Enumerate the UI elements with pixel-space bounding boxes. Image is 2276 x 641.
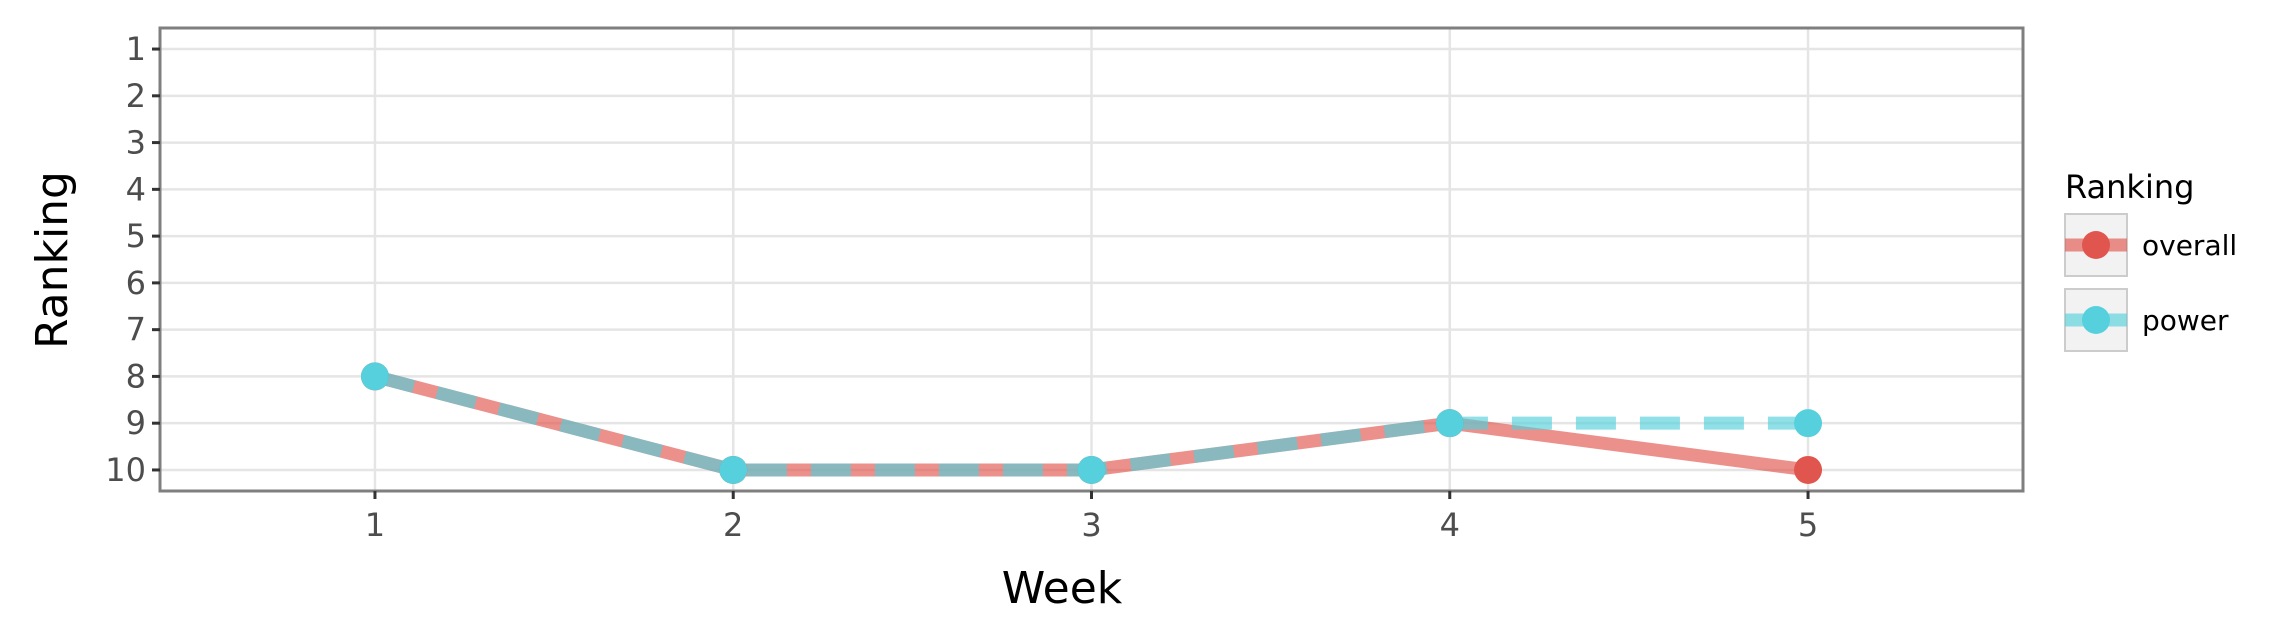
y-tick-label: 5 [126,217,146,255]
x-tick-label: 3 [1081,506,1101,544]
data-point-power [1794,409,1823,438]
y-tick-label: 7 [126,311,146,349]
y-tick-label: 8 [126,357,146,395]
x-tick-label: 5 [1798,506,1818,544]
x-tick-label: 4 [1440,506,1460,544]
y-tick-label: 2 [126,77,146,115]
data-point-power [1077,455,1106,484]
series-points [360,362,1823,484]
x-tick-label: 1 [365,506,385,544]
y-tick-label: 9 [126,404,146,442]
data-point-power [719,455,748,484]
x-axis: 1 2 3 4 5 [365,491,1818,544]
data-point-power [360,362,389,391]
legend-key-point [2082,231,2110,259]
x-gridlines [373,28,1810,491]
legend-item-overall: overall [2064,213,2237,277]
x-axis-title: Week [1002,563,1123,614]
y-tick-label: 6 [126,264,146,302]
y-axis: 1 2 3 4 5 6 7 8 9 10 [105,30,160,489]
data-point-power [1435,409,1464,438]
legend-label: power [2142,304,2229,337]
legend-item-power: power [2064,288,2229,352]
y-tick-label: 3 [126,124,146,162]
legend: Ranking overall power [2064,168,2237,352]
y-axis-title: Ranking [27,171,78,349]
x-tick-label: 2 [723,506,743,544]
data-point-overall [1794,455,1823,484]
y-tick-label: 4 [126,170,146,208]
legend-title: Ranking [2065,168,2194,206]
y-tick-label: 10 [105,451,146,489]
legend-key-point [2082,306,2110,334]
y-tick-label: 1 [126,30,146,68]
legend-label: overall [2142,229,2237,262]
